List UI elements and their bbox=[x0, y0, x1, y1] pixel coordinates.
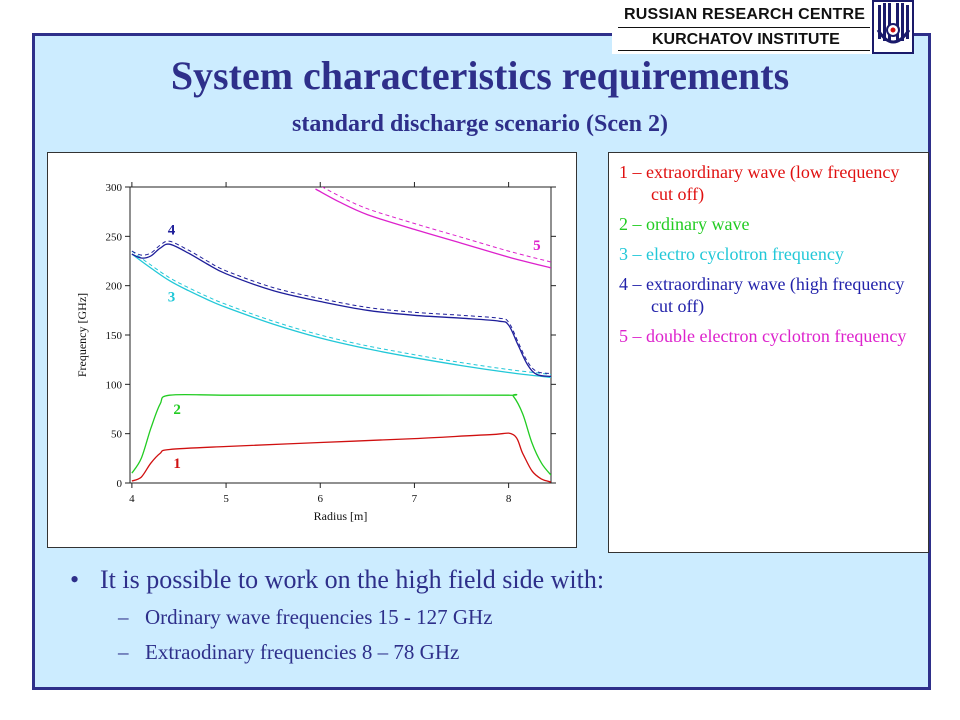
bullet-sub-1: – Ordinary wave frequencies 15 - 127 GHz bbox=[70, 605, 604, 630]
series-4-dashed-line bbox=[131, 240, 551, 374]
dash-icon: – bbox=[118, 605, 129, 629]
page-title: System characteristics requirements bbox=[170, 53, 790, 98]
y-tick-label: 100 bbox=[106, 379, 123, 391]
bullet-sub-2: – Extraodinary frequencies 8 – 78 GHz bbox=[70, 640, 604, 665]
logo-rule-top bbox=[618, 27, 870, 28]
y-axis-label: Frequency [GHz] bbox=[75, 293, 89, 377]
bullet-list: • It is possible to work on the high fie… bbox=[70, 565, 604, 665]
logo-line-2: KURCHATOV INSTITUTE bbox=[652, 31, 840, 48]
legend-item-1: 1 – extraordinary wave (low frequency cu… bbox=[619, 162, 900, 204]
x-tick-label: 4 bbox=[129, 493, 135, 505]
dash-icon: – bbox=[118, 640, 129, 664]
y-tick-label: 150 bbox=[106, 330, 123, 342]
series-1-label: 1 bbox=[173, 456, 181, 472]
legend-item-5: 5 – double electron cyclotron frequency bbox=[619, 326, 907, 346]
bullet-dot-icon: • bbox=[70, 565, 80, 594]
legend-panel: 1 – extraordinary wave (low frequency cu… bbox=[608, 152, 929, 553]
bullet-sub-1-text: Ordinary wave frequencies 15 - 127 GHz bbox=[145, 605, 493, 629]
logo-line-1: RUSSIAN RESEARCH CENTRE bbox=[624, 6, 866, 23]
y-tick-label: 50 bbox=[111, 429, 123, 441]
series-3-label: 3 bbox=[168, 289, 176, 305]
bullet-main-text: It is possible to work on the high field… bbox=[100, 565, 605, 594]
legend-item-4: 4 – extraordinary wave (high frequency c… bbox=[619, 274, 905, 316]
chart-panel: 0 50 100 150 200 250 300 4 5 6 7 8 Radius [m] Frequen… bbox=[47, 152, 577, 548]
y-tick-label: 200 bbox=[106, 281, 123, 293]
x-tick-label: 8 bbox=[506, 493, 512, 505]
plot-area bbox=[129, 186, 552, 484]
page-subtitle: standard discharge scenario (Scen 2) bbox=[292, 111, 668, 137]
series-5-label: 5 bbox=[533, 238, 541, 254]
series-3-line bbox=[131, 253, 551, 379]
institute-emblem-icon bbox=[872, 0, 914, 54]
logo-rule-bottom bbox=[618, 50, 870, 51]
bullet-main: • It is possible to work on the high fie… bbox=[70, 565, 604, 595]
series-4-line bbox=[131, 243, 551, 378]
x-tick-label: 7 bbox=[412, 493, 418, 505]
series-2-label: 2 bbox=[173, 402, 181, 418]
x-tick-label: 5 bbox=[223, 493, 229, 505]
x-axis-label: Radius [m] bbox=[314, 509, 368, 523]
y-tick-label: 250 bbox=[106, 231, 123, 243]
series-2-line bbox=[131, 393, 551, 476]
y-tick-label: 0 bbox=[117, 478, 123, 490]
series-5-line bbox=[315, 188, 551, 269]
kurchatov-logo: RUSSIAN RESEARCH CENTRE KURCHATOV INSTIT… bbox=[612, 0, 914, 54]
x-tick-label: 6 bbox=[318, 493, 324, 505]
y-tick-label: 300 bbox=[106, 182, 123, 194]
series-5-dashed-line bbox=[321, 187, 551, 263]
bullet-sub-2-text: Extraodinary frequencies 8 – 78 GHz bbox=[145, 640, 460, 664]
series-3-dashed-line bbox=[131, 250, 551, 375]
series-1-line bbox=[131, 432, 551, 483]
series-4-label: 4 bbox=[168, 222, 176, 238]
legend-item-2: 2 – ordinary wave bbox=[619, 214, 750, 234]
legend-item-3: 3 – electro cyclotron frequency bbox=[619, 244, 844, 264]
frequency-radius-chart: 0 50 100 150 200 250 300 4 5 6 7 8 Radius [m] Frequen… bbox=[75, 182, 556, 523]
